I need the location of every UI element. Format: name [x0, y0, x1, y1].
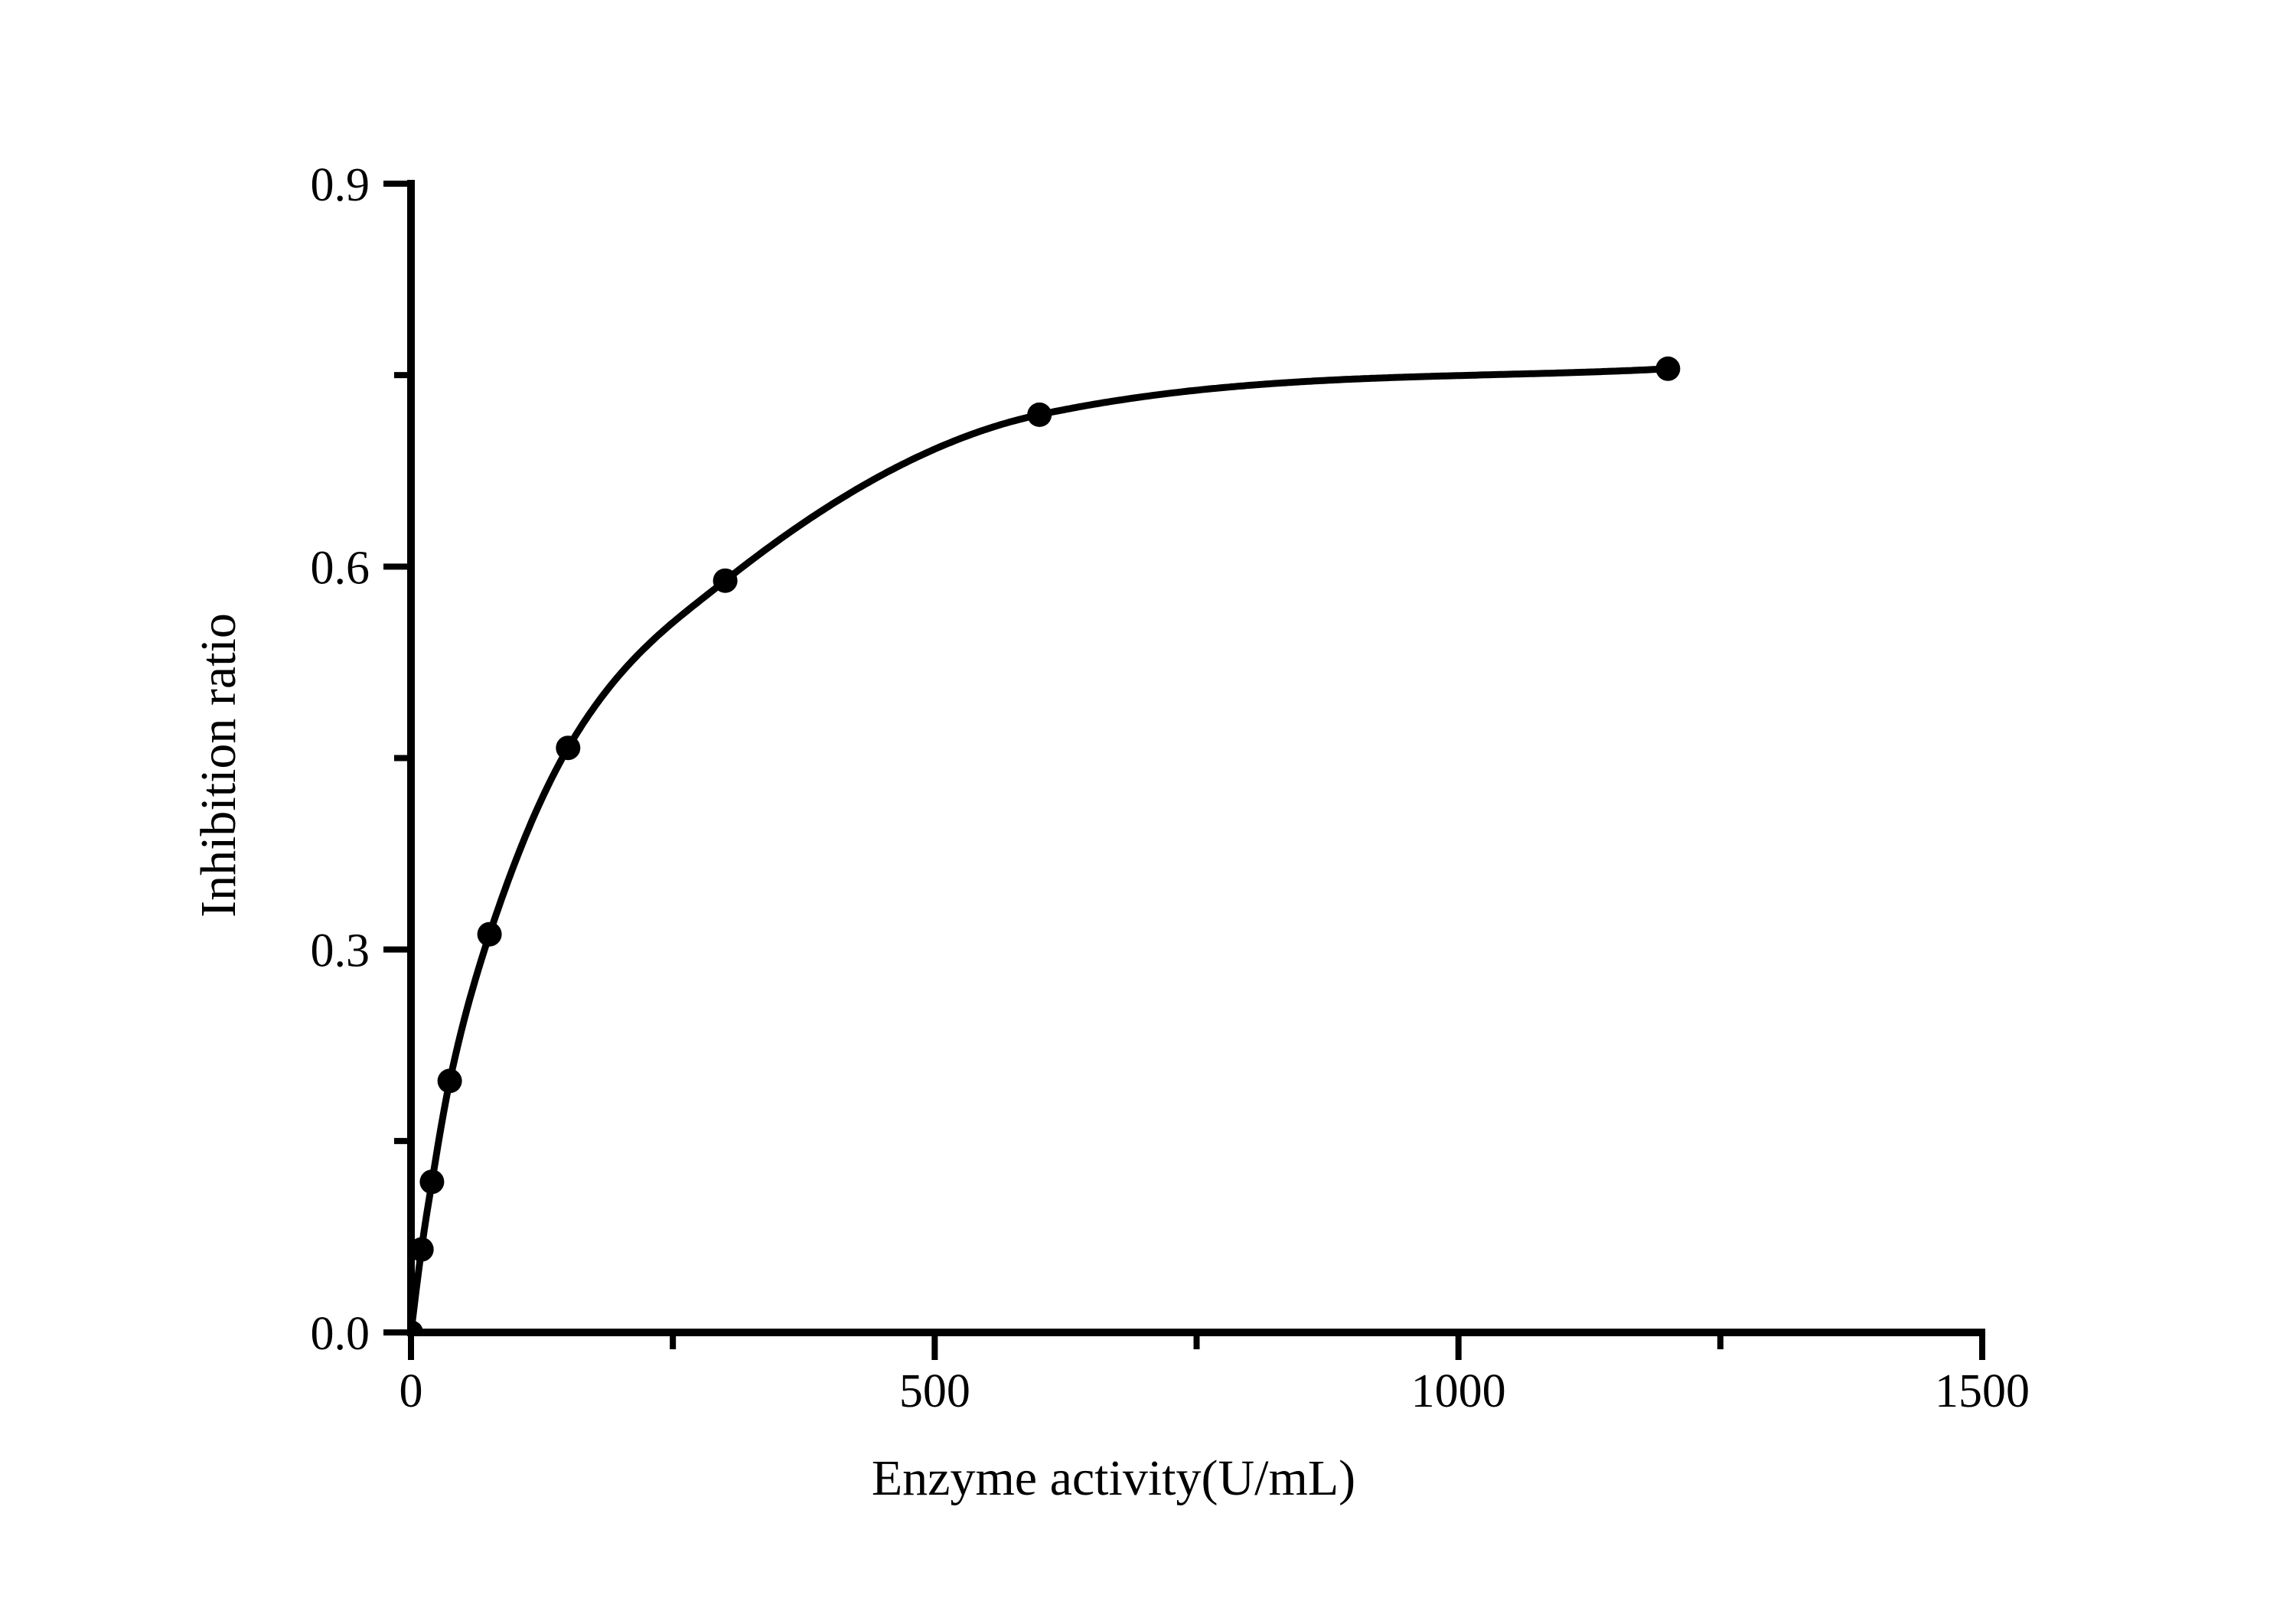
- y-tick-label: 0.6: [311, 542, 370, 594]
- y-tick-label: 0.9: [311, 159, 370, 211]
- fit-curve-path: [411, 365, 1668, 1332]
- data-point: [477, 921, 502, 947]
- data-point: [713, 568, 738, 593]
- y-tick-label: 0.3: [311, 925, 370, 977]
- y-tick-label: 0.0: [311, 1308, 370, 1360]
- x-tick-label: 0: [400, 1365, 423, 1417]
- x-tick-label: 500: [899, 1365, 970, 1417]
- data-point: [411, 1237, 434, 1262]
- x-tick-label: 1000: [1411, 1365, 1506, 1417]
- x-axis-title: Enzyme activity(U/mL): [872, 1450, 1355, 1506]
- x-tick-label: 1500: [1935, 1365, 2030, 1417]
- data-point: [1655, 356, 1681, 381]
- data-point: [419, 1169, 445, 1195]
- data-point: [437, 1068, 462, 1094]
- data-point: [1027, 402, 1052, 427]
- y-axis-title: Inhibition ratio: [191, 613, 246, 918]
- data-point: [556, 735, 581, 761]
